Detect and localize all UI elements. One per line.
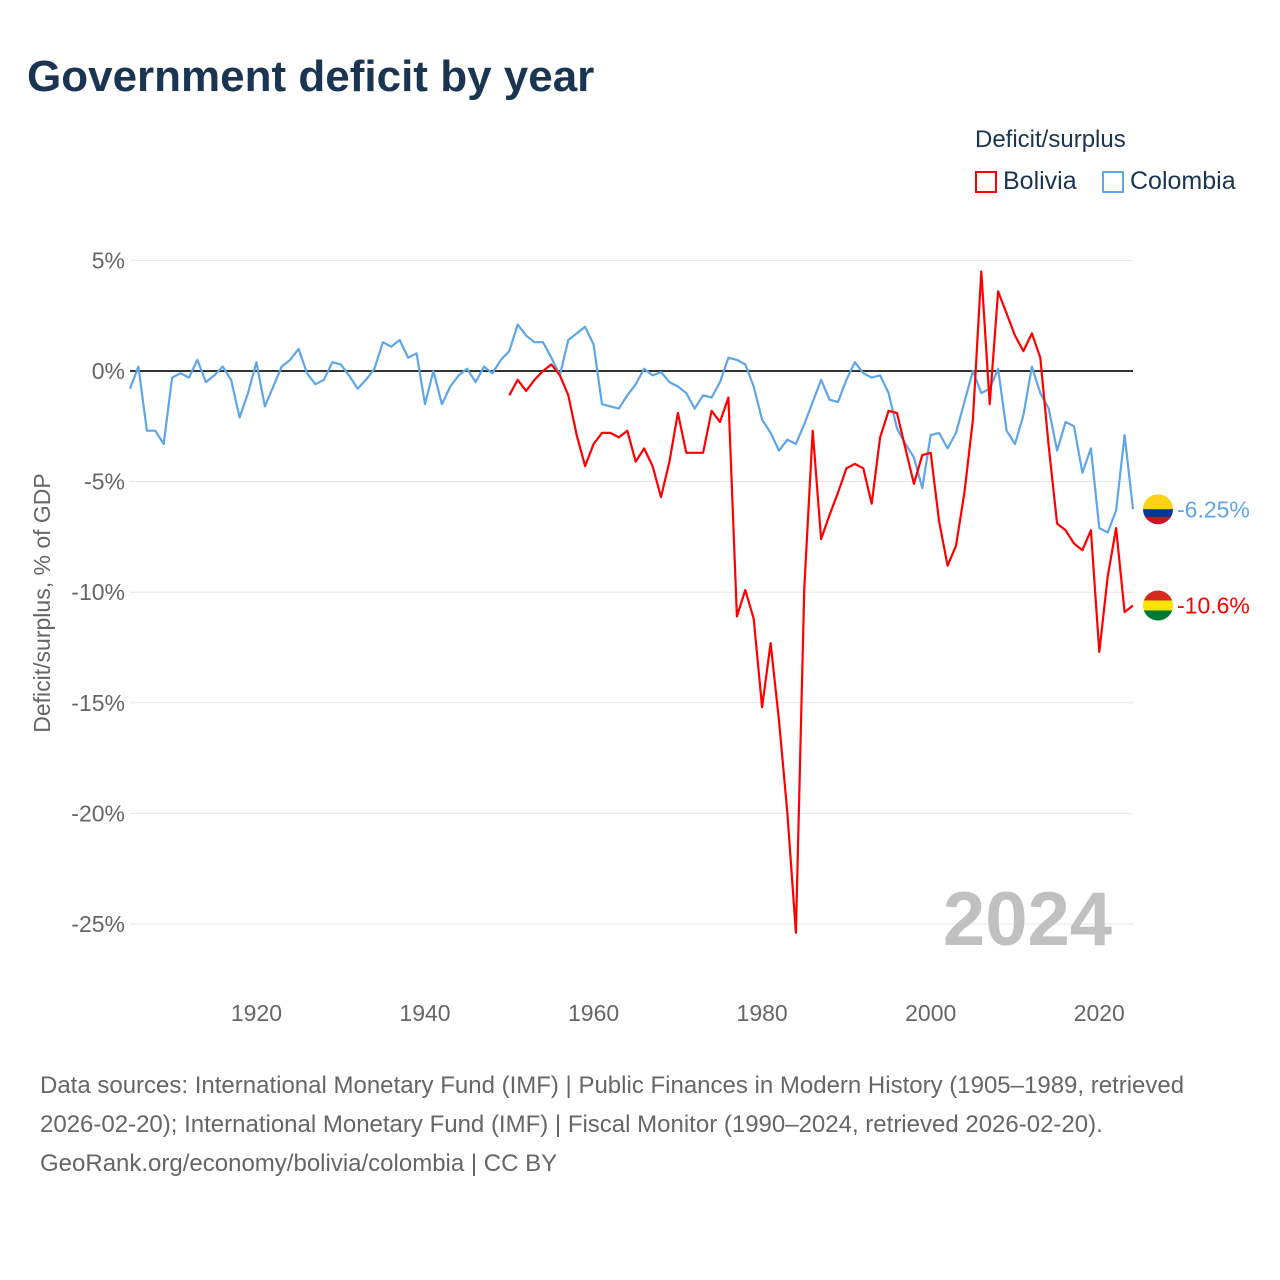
data-sources: Data sources: International Monetary Fun… [40, 1072, 1185, 1138]
chart-title: Government deficit by year [27, 52, 595, 101]
flag-colombia-icon [1143, 516, 1173, 525]
y-tick-label: 5% [92, 247, 125, 273]
x-tick-label: 2000 [905, 1000, 956, 1026]
end-value-label: -6.25% [1177, 496, 1250, 522]
y-tick-label: -15% [71, 690, 125, 716]
x-tick-label: 2020 [1074, 1000, 1125, 1026]
legend-item-colombia[interactable]: Colombia [1102, 167, 1236, 196]
y-tick-label: 0% [92, 358, 125, 384]
y-tick-label: -5% [84, 469, 125, 495]
legend-label: Bolivia [1003, 167, 1077, 195]
flag-bolivia-icon [1143, 600, 1173, 611]
year-watermark: 2024 [943, 877, 1112, 962]
footer: Data sources: International Monetary Fun… [40, 1066, 1240, 1183]
flag-colombia-icon [1143, 501, 1173, 510]
legend-swatch-bolivia [975, 170, 997, 193]
y-tick-label: -20% [71, 800, 125, 826]
legend-title: Deficit/surplus [975, 126, 1126, 153]
line-chart: 5% 0% -5% -10% -15% -20% -25% 1920 1940 1960 1980 2… [29, 247, 1250, 1026]
flag-bolivia-icon [1143, 590, 1173, 601]
x-tick-label: 1920 [231, 1000, 282, 1026]
legend-item-bolivia[interactable]: Bolivia [975, 167, 1077, 196]
credit-link[interactable]: GeoRank.org/economy/bolivia/colombia | C… [40, 1150, 558, 1177]
x-tick-label: 1940 [399, 1000, 450, 1026]
x-tick-label: 1960 [568, 1000, 619, 1026]
series-line-colombia [128, 323, 1135, 534]
flag-colombia-icon [1143, 509, 1173, 518]
series-line-bolivia [508, 270, 1134, 934]
flag-colombia-icon [1143, 494, 1173, 503]
y-tick-label: -25% [71, 911, 125, 937]
flag-bolivia-icon [1143, 610, 1173, 621]
y-tick-label: -10% [71, 579, 125, 605]
legend-swatch-colombia [1102, 170, 1124, 193]
end-value-label: -10.6% [1177, 592, 1250, 618]
legend-label: Colombia [1130, 167, 1236, 195]
x-tick-label: 1980 [737, 1000, 788, 1026]
y-axis-label: Deficit/surplus, % of GDP [29, 473, 55, 732]
